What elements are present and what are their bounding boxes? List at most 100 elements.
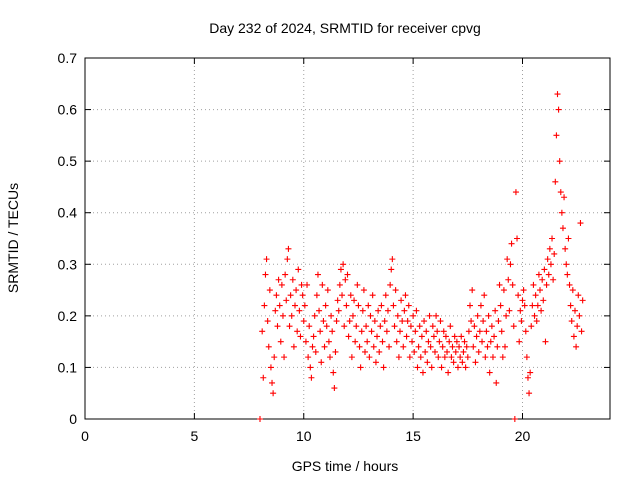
data-point bbox=[512, 189, 519, 196]
y-tick-label: 0.3 bbox=[58, 256, 78, 272]
data-point bbox=[262, 271, 269, 278]
data-point bbox=[471, 323, 478, 330]
data-point bbox=[557, 189, 564, 196]
data-point bbox=[556, 158, 563, 165]
data-point bbox=[417, 354, 424, 361]
data-point bbox=[563, 261, 570, 268]
data-point bbox=[259, 328, 266, 335]
data-point bbox=[324, 287, 331, 294]
data-point bbox=[369, 292, 376, 299]
data-point bbox=[293, 287, 300, 294]
data-point bbox=[479, 338, 486, 345]
data-point bbox=[279, 312, 286, 319]
data-point bbox=[347, 292, 354, 299]
data-point bbox=[348, 354, 355, 361]
data-point bbox=[423, 328, 430, 335]
data-point bbox=[378, 302, 385, 309]
data-point bbox=[407, 323, 414, 330]
data-point bbox=[309, 343, 316, 350]
data-point bbox=[481, 292, 488, 299]
data-point bbox=[555, 106, 562, 113]
data-point bbox=[304, 281, 311, 288]
data-point bbox=[530, 281, 537, 288]
data-point bbox=[553, 132, 560, 139]
data-point bbox=[485, 312, 492, 319]
data-point bbox=[276, 302, 283, 309]
data-point bbox=[486, 369, 493, 376]
data-point bbox=[377, 323, 384, 330]
data-point bbox=[514, 235, 521, 242]
data-point bbox=[400, 343, 407, 350]
data-point bbox=[493, 379, 500, 386]
data-point bbox=[496, 281, 503, 288]
data-point bbox=[379, 338, 386, 345]
data-point bbox=[526, 390, 533, 397]
data-point bbox=[384, 307, 391, 314]
y-tick-label: 0.2 bbox=[58, 308, 78, 324]
data-point bbox=[344, 271, 351, 278]
data-point bbox=[506, 307, 513, 314]
data-point bbox=[316, 307, 323, 314]
data-point bbox=[329, 328, 336, 335]
data-point bbox=[579, 297, 586, 304]
data-point bbox=[463, 343, 470, 350]
data-point bbox=[531, 312, 538, 319]
data-point bbox=[499, 354, 506, 361]
data-point bbox=[359, 307, 366, 314]
data-point bbox=[494, 343, 501, 350]
data-point bbox=[411, 348, 418, 355]
data-point bbox=[388, 266, 395, 273]
data-point bbox=[508, 240, 515, 247]
data-point bbox=[434, 328, 441, 335]
x-tick-label: 5 bbox=[190, 428, 198, 444]
data-point bbox=[331, 385, 338, 392]
data-point bbox=[464, 354, 471, 361]
data-point bbox=[335, 307, 342, 314]
data-point bbox=[473, 333, 480, 340]
data-point bbox=[351, 297, 358, 304]
data-point bbox=[358, 328, 365, 335]
data-point bbox=[360, 287, 367, 294]
data-point bbox=[524, 374, 531, 381]
data-point bbox=[451, 333, 458, 340]
data-point bbox=[559, 225, 566, 232]
data-point bbox=[285, 245, 292, 252]
data-point bbox=[363, 323, 370, 330]
data-point bbox=[468, 318, 475, 325]
data-point bbox=[357, 364, 364, 371]
data-point bbox=[404, 318, 411, 325]
data-point bbox=[452, 348, 459, 355]
data-point bbox=[562, 245, 569, 252]
data-point bbox=[573, 343, 580, 350]
data-point bbox=[405, 302, 412, 309]
data-point bbox=[456, 343, 463, 350]
data-point bbox=[538, 307, 545, 314]
data-point bbox=[438, 364, 445, 371]
data-point bbox=[541, 266, 548, 273]
data-point bbox=[375, 307, 382, 314]
data-point bbox=[264, 318, 271, 325]
data-point bbox=[372, 359, 379, 366]
data-point bbox=[425, 338, 432, 345]
data-point bbox=[406, 354, 413, 361]
data-point bbox=[533, 318, 540, 325]
data-point bbox=[282, 271, 289, 278]
data-point bbox=[397, 328, 403, 335]
data-point bbox=[489, 354, 496, 361]
data-point bbox=[389, 256, 396, 263]
data-point bbox=[278, 281, 285, 288]
data-point bbox=[480, 318, 487, 325]
data-point bbox=[333, 318, 340, 325]
data-point bbox=[395, 354, 402, 361]
data-point bbox=[391, 323, 398, 330]
data-point bbox=[549, 235, 556, 242]
data-point bbox=[322, 302, 329, 309]
data-point bbox=[507, 261, 514, 268]
data-point bbox=[521, 302, 528, 309]
data-point bbox=[296, 307, 303, 314]
data-point bbox=[287, 292, 294, 299]
data-point bbox=[257, 416, 263, 422]
data-point bbox=[527, 369, 534, 376]
data-point bbox=[554, 91, 561, 98]
